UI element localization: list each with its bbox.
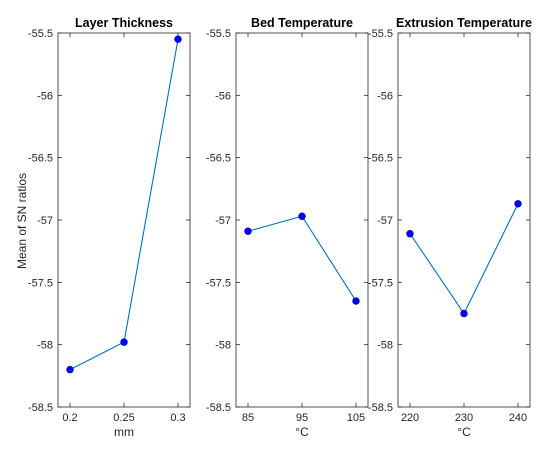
panel-extrusion-temperature: Extrusion Temperature °C bbox=[396, 16, 532, 439]
panel-2-title: Bed Temperature bbox=[251, 16, 353, 30]
y-tick-label: -57.5 bbox=[206, 277, 231, 289]
panel-2-frame bbox=[235, 32, 369, 408]
panel-1-frame bbox=[57, 32, 191, 408]
x-tick-label: 220 bbox=[401, 412, 419, 424]
x-tick-label: 0.3 bbox=[170, 412, 185, 424]
y-tick-label: -57.5 bbox=[28, 277, 53, 289]
y-tick-label: -56 bbox=[37, 90, 53, 102]
y-tick-label: -58.5 bbox=[368, 402, 393, 414]
y-tick-label: -57.5 bbox=[368, 277, 393, 289]
y-tick-label: -57 bbox=[37, 215, 53, 227]
x-tick-label: 95 bbox=[296, 412, 308, 424]
data-point bbox=[120, 338, 128, 346]
data-point bbox=[406, 230, 414, 238]
y-tick-label: -55.5 bbox=[28, 28, 53, 40]
x-tick-label: 0.2 bbox=[62, 412, 77, 424]
x-tick-label: 0.25 bbox=[113, 412, 134, 424]
y-tick-label: -58 bbox=[37, 340, 53, 352]
data-point bbox=[514, 200, 522, 208]
x-tick-label: 85 bbox=[242, 412, 254, 424]
y-tick-label: -55.5 bbox=[206, 28, 231, 40]
panel-layer-thickness: Layer Thickness mm bbox=[57, 16, 191, 439]
y-tick-label: -57 bbox=[377, 215, 393, 227]
y-tick-label: -56.5 bbox=[28, 153, 53, 165]
data-point bbox=[66, 365, 74, 374]
panel-3-title: Extrusion Temperature bbox=[396, 16, 532, 30]
y-tick-label: -58 bbox=[215, 340, 231, 352]
y-tick-label: -58.5 bbox=[206, 402, 231, 414]
data-point bbox=[460, 309, 468, 318]
data-point bbox=[298, 212, 306, 220]
y-tick-label: -58.5 bbox=[28, 402, 53, 414]
y-tick-label: -56 bbox=[377, 90, 393, 102]
panel-1-title: Layer Thickness bbox=[75, 16, 173, 30]
y-tick-label: -56.5 bbox=[368, 153, 393, 165]
panel-3-x-label: °C bbox=[457, 425, 471, 439]
x-tick-label: 240 bbox=[509, 412, 527, 424]
y-tick-label: -56.5 bbox=[206, 153, 231, 165]
panel-bed-temperature: Bed Temperature °C bbox=[235, 16, 369, 439]
panel-1-x-label: mm bbox=[114, 425, 134, 439]
y-axis-label: Mean of SN ratios bbox=[15, 173, 29, 269]
data-point bbox=[174, 35, 182, 43]
panel-3-frame bbox=[397, 32, 531, 408]
panel-2-x-label: °C bbox=[295, 425, 309, 439]
y-tick-label: -56 bbox=[215, 90, 231, 102]
data-point bbox=[244, 227, 252, 235]
data-point bbox=[352, 297, 360, 305]
y-tick-label: -55.5 bbox=[368, 28, 393, 40]
x-tick-label: 105 bbox=[347, 412, 365, 424]
y-tick-label: -58 bbox=[377, 340, 393, 352]
x-tick-label: 230 bbox=[455, 412, 473, 424]
y-tick-label: -57 bbox=[215, 215, 231, 227]
